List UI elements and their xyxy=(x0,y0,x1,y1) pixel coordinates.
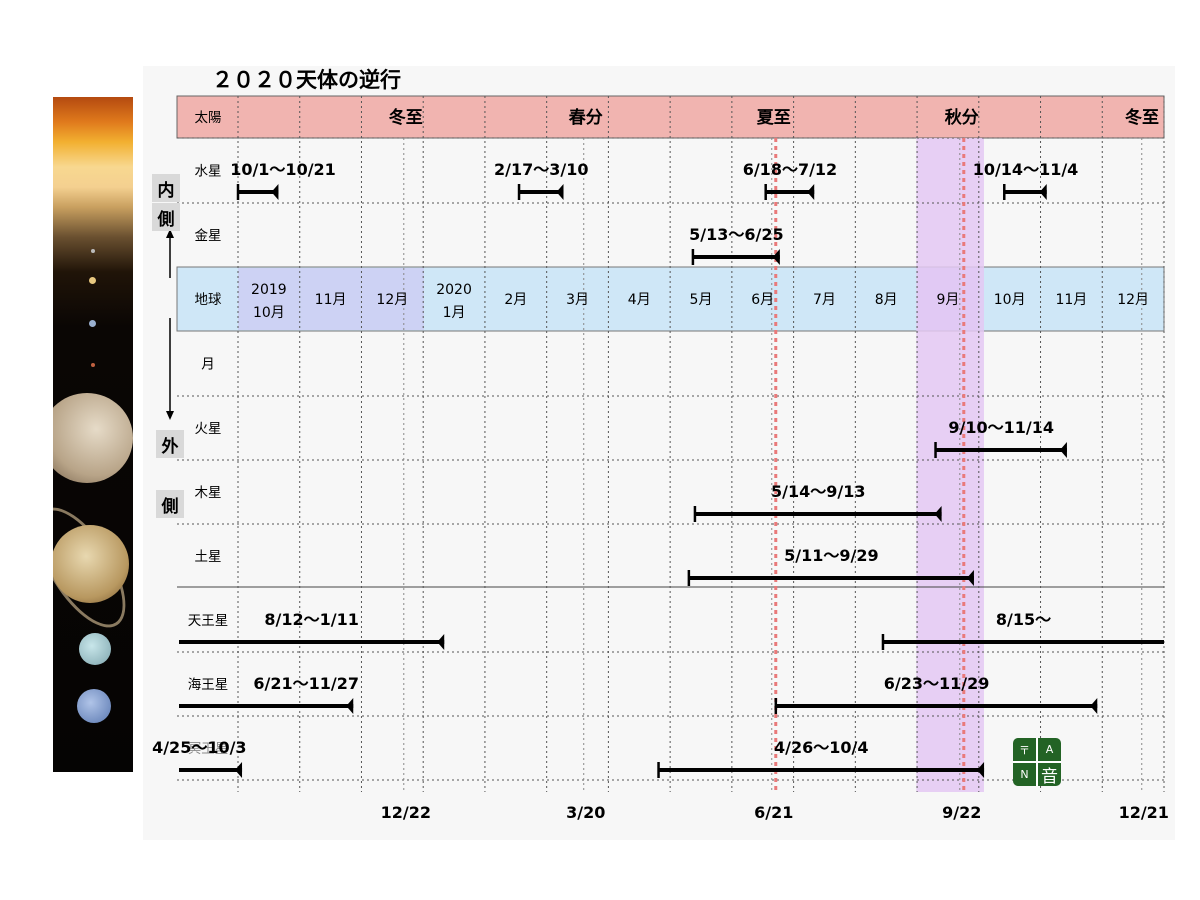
row-label: 天王星 xyxy=(188,613,229,629)
sun-marker-label: 秋分 xyxy=(945,107,979,128)
month-label: 11月 xyxy=(1055,292,1087,308)
earth-highlight-month xyxy=(300,268,362,330)
sun-marker-label: 春分 xyxy=(569,107,603,128)
bar-end-cap xyxy=(346,698,354,714)
outer-arrow-head xyxy=(166,411,174,420)
logo-glyph: 音 xyxy=(1041,767,1058,786)
month-label: 12月 xyxy=(376,292,408,308)
month-label: 1月 xyxy=(443,305,466,321)
bottom-date-label: 9/22 xyxy=(942,803,981,822)
retrograde-period-label: 5/11〜9/29 xyxy=(784,546,879,565)
retrograde-period-label: 4/26〜10/4 xyxy=(774,738,869,757)
row-label: 火星 xyxy=(195,421,222,437)
retrograde-period-label: 8/12〜1/11 xyxy=(264,610,359,629)
month-label: 10月 xyxy=(994,292,1026,308)
sun-marker-label: 冬至 xyxy=(1125,107,1159,128)
month-label: 10月 xyxy=(253,305,285,321)
saturn-image xyxy=(53,525,129,603)
sun-marker-label: 夏至 xyxy=(757,108,791,128)
retrograde-period-label: 6/18〜7/12 xyxy=(743,160,838,179)
row-label: 地球 xyxy=(195,292,222,308)
neptune-image xyxy=(77,689,111,723)
month-label: 8月 xyxy=(875,292,898,308)
retrograde-period-label: 6/21〜11/27 xyxy=(253,674,359,693)
inner-arrow-head xyxy=(166,229,174,238)
bar-end-cap xyxy=(556,184,564,200)
planet-dot xyxy=(91,363,95,367)
month-label: 2月 xyxy=(504,292,527,308)
planet-dot xyxy=(89,277,96,284)
bottom-date-label: 12/21 xyxy=(1119,803,1169,822)
bar-end-cap xyxy=(1059,442,1067,458)
retrograde-period-label: 6/23〜11/29 xyxy=(884,674,990,693)
row-label: 海王星 xyxy=(188,677,229,693)
bottom-date-label: 6/21 xyxy=(754,803,793,822)
outer-side-label-2: 側 xyxy=(156,490,184,518)
bar-end-cap xyxy=(772,249,780,265)
chart-area xyxy=(143,66,1175,840)
logo: 〒 A N 音 xyxy=(1013,738,1061,786)
retrograde-period-label: 4/25〜10/3 xyxy=(152,738,247,757)
outer-side-label-1: 外 xyxy=(156,430,184,458)
row-label: 太陽 xyxy=(195,110,222,126)
row-label: 金星 xyxy=(195,228,222,244)
month-label: 2019 xyxy=(251,282,287,298)
bar-end-cap xyxy=(1039,184,1047,200)
logo-divider xyxy=(1013,761,1061,763)
earth-highlight-month xyxy=(361,268,425,330)
row-label: 木星 xyxy=(195,485,222,501)
month-label: 12月 xyxy=(1117,292,1149,308)
month-label: 6月 xyxy=(751,292,774,308)
retrograde-period-label: 10/14〜11/4 xyxy=(973,160,1079,179)
retrograde-period-label: 8/15〜 xyxy=(996,610,1051,629)
month-label: 5月 xyxy=(690,292,713,308)
retrograde-period-label: 5/13〜6/25 xyxy=(689,225,784,244)
row-label: 月 xyxy=(201,357,215,373)
bar-end-cap xyxy=(235,762,243,778)
planet-dot xyxy=(89,320,96,327)
logo-glyph: N xyxy=(1020,768,1029,781)
retrograde-period-label: 2/17〜3/10 xyxy=(494,160,589,179)
earth-highlight-month xyxy=(238,268,301,330)
chart-title: ２０２０天体の逆行 xyxy=(212,68,401,92)
row-label: 土星 xyxy=(195,549,222,565)
month-label: 3月 xyxy=(566,292,589,308)
month-label: 9月 xyxy=(936,292,959,308)
uranus-image xyxy=(79,633,111,665)
month-label: 7月 xyxy=(813,292,836,308)
bar-end-cap xyxy=(966,570,974,586)
inner-side-label-1: 内 xyxy=(152,174,180,202)
bar-end-cap xyxy=(807,184,815,200)
retrograde-period-label: 10/1〜10/21 xyxy=(230,160,336,179)
retrograde-period-label: 9/10〜11/14 xyxy=(948,418,1054,437)
bar-end-cap xyxy=(437,634,445,650)
month-label: 2020 xyxy=(436,282,472,298)
bar-end-cap xyxy=(977,762,985,778)
logo-glyph: A xyxy=(1045,743,1054,756)
planet-image-strip xyxy=(53,97,133,772)
bottom-date-label: 12/22 xyxy=(381,803,431,822)
planet-dot xyxy=(91,249,95,253)
sun-marker-label: 冬至 xyxy=(389,107,423,128)
month-label: 4月 xyxy=(628,292,651,308)
bar-end-cap xyxy=(1090,698,1098,714)
retrograde-period-label: 5/14〜9/13 xyxy=(771,482,866,501)
logo-glyph: 〒 xyxy=(1019,743,1030,757)
row-label: 冥王星 xyxy=(188,741,229,757)
bottom-date-label: 3/20 xyxy=(566,803,605,822)
bar-end-cap xyxy=(271,184,279,200)
inner-side-label-2: 側 xyxy=(152,203,180,231)
season-highlight-band xyxy=(916,138,984,792)
row-label: 水星 xyxy=(195,164,222,180)
jupiter-image xyxy=(53,393,133,483)
bar-end-cap xyxy=(934,506,942,522)
month-label: 11月 xyxy=(315,292,347,308)
